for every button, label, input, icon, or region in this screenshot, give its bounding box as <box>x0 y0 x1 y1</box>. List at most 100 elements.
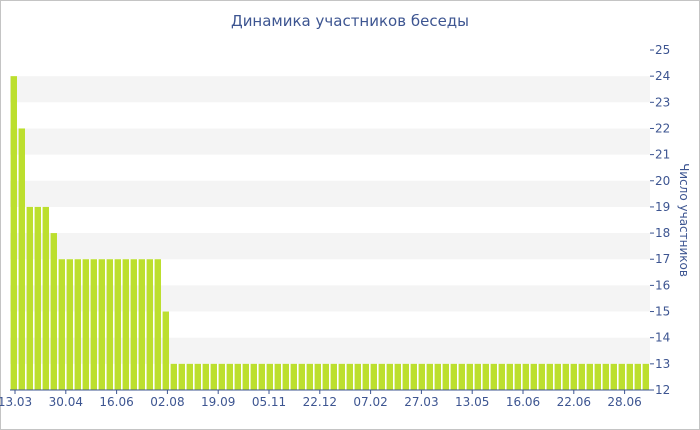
y-tick-label: 15 <box>655 305 670 319</box>
bar <box>170 363 177 390</box>
bar <box>434 363 441 390</box>
chart-title: Динамика участников беседы <box>230 12 470 30</box>
bar <box>546 363 553 390</box>
x-tick-label: 13.05 <box>455 395 489 409</box>
bar <box>90 259 97 390</box>
bar <box>562 363 569 390</box>
grid-band <box>10 337 650 364</box>
bar <box>642 363 649 390</box>
bar <box>554 363 561 390</box>
bar <box>586 363 593 390</box>
grid-band <box>10 128 650 155</box>
grid-bands <box>10 76 650 364</box>
y-tick-label: 21 <box>655 148 670 162</box>
x-tick-label: 30.04 <box>49 395 83 409</box>
bar <box>538 363 545 390</box>
x-tick-label: 16.06 <box>99 395 133 409</box>
bar <box>578 363 585 390</box>
bar <box>210 363 217 390</box>
bar <box>82 259 89 390</box>
bar <box>226 363 233 390</box>
x-tick-label: 16.06 <box>506 395 540 409</box>
bar <box>498 363 505 390</box>
bar <box>266 363 273 390</box>
bar <box>202 363 209 390</box>
bar <box>522 363 529 390</box>
bar <box>298 363 305 390</box>
bar <box>122 259 129 390</box>
bar <box>618 363 625 390</box>
bar <box>98 259 105 390</box>
bar <box>482 363 489 390</box>
bar <box>450 363 457 390</box>
bar <box>386 363 393 390</box>
bar <box>258 363 265 390</box>
y-tick-label: 18 <box>655 226 670 240</box>
bar <box>114 259 121 390</box>
bar <box>290 363 297 390</box>
x-ticks: 13.03 30.04 16.06 02.08 19.09 05.11 22.12 07.02… <box>0 390 642 409</box>
bar-series <box>10 76 649 391</box>
bar <box>178 363 185 390</box>
y-tick-label: 23 <box>655 95 670 109</box>
bar <box>426 363 433 390</box>
x-tick-label: 13.03 <box>0 395 32 409</box>
bar <box>346 363 353 390</box>
bar <box>594 363 601 390</box>
y-tick-label: 22 <box>655 121 670 135</box>
bar <box>338 363 345 390</box>
bar <box>130 259 137 390</box>
y-tick-label: 25 <box>655 43 670 57</box>
bar <box>626 363 633 390</box>
bar <box>394 363 401 390</box>
bar <box>514 363 521 390</box>
bar <box>634 363 641 390</box>
grid-band <box>10 285 650 312</box>
x-tick-label: 05.11 <box>252 395 286 409</box>
bar <box>282 363 289 390</box>
bar <box>442 363 449 390</box>
bar <box>354 363 361 390</box>
bar <box>106 259 113 390</box>
bar <box>370 363 377 390</box>
grid-band <box>10 76 650 103</box>
bar <box>322 363 329 390</box>
bar <box>466 363 473 390</box>
bar <box>474 363 481 390</box>
bar <box>362 363 369 390</box>
bar <box>410 363 417 390</box>
bar <box>570 363 577 390</box>
y-tick-label: 20 <box>655 174 670 188</box>
bar <box>530 363 537 390</box>
bar <box>274 363 281 390</box>
bar <box>34 206 41 390</box>
bar <box>218 363 225 390</box>
bar <box>138 259 145 390</box>
y-tick-label: 19 <box>655 200 670 214</box>
y-ticks: 12 13 14 15 16 17 18 19 20 21 22 23 24 25 <box>650 43 670 397</box>
bar <box>146 259 153 390</box>
bar <box>194 363 201 390</box>
bar <box>458 363 465 390</box>
x-tick-label: 02.08 <box>150 395 184 409</box>
y-tick-label: 13 <box>655 357 670 371</box>
bar <box>154 259 161 390</box>
y-tick-label: 14 <box>655 331 670 345</box>
bar <box>242 363 249 390</box>
x-tick-label: 22.12 <box>303 395 337 409</box>
bar <box>314 363 321 390</box>
bar <box>610 363 617 390</box>
bar <box>18 128 25 390</box>
bar <box>506 363 513 390</box>
bar <box>330 363 337 390</box>
grid-band <box>10 180 650 207</box>
bar <box>66 259 73 390</box>
x-tick-label: 28.06 <box>607 395 641 409</box>
bar <box>10 76 17 391</box>
bar <box>490 363 497 390</box>
bar <box>378 363 385 390</box>
bar <box>50 233 57 390</box>
bar <box>234 363 241 390</box>
y-tick-label: 12 <box>655 383 670 397</box>
